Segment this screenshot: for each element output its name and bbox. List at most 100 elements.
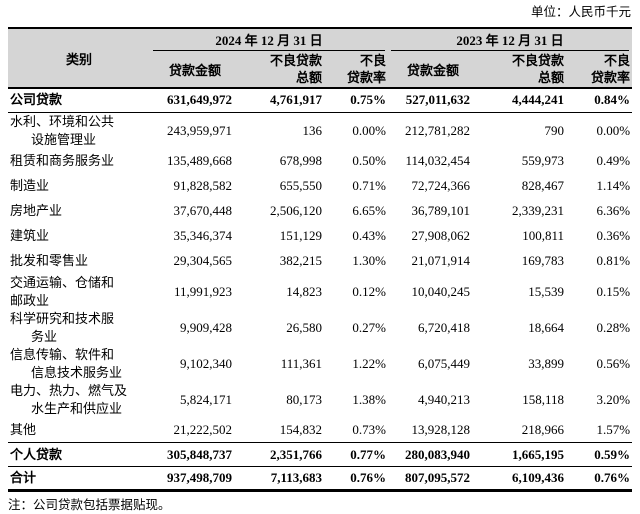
column-header-npl-total-2023: 不良贷款 总额 [478, 51, 573, 89]
table-row: 水利、环境和公共 设施管理业 243,959,971 136 0.00% 212,… [8, 112, 632, 149]
npl-ratio-2024-cell: 0.73% [330, 417, 389, 443]
loan-amount-2024-cell: 9,909,428 [180, 319, 232, 335]
npl-total-2024-cell: 136 [302, 122, 323, 138]
npl-total-2023-cell: 1,665,195 [478, 442, 573, 467]
category-line: 电力、热力、燃气及 [10, 382, 128, 398]
npl-ratio-2023-cell: 0.59% [572, 442, 633, 467]
loan-amount-2024-cell: 91,828,582 [173, 178, 233, 193]
npl-ratio-2023-cell: 0.49% [596, 153, 631, 168]
category-cell: 水利、环境和公共 设施管理业 [8, 112, 150, 149]
group-header-row: 类别 2024 年 12 月 31 日 2023 年 12 月 31 日 [8, 27, 633, 89]
npl-total-2023-cell: 2,339,231 [512, 203, 565, 218]
table-row: 其他 21,222,502 154,832 0.73% 13,928,128 2… [8, 417, 633, 443]
npl-total-2023-cell: 790 [544, 122, 565, 138]
table-body: 公司贷款 631,649,972 4,761,917 0.75% 527,011… [8, 88, 633, 492]
npl-ratio-2023-cell: 0.28% [596, 319, 631, 335]
subheader-row: 贷款金额 不良贷款 总额 不良 贷款率 贷款金额 不良贷款 总额 不良 贷款率 [8, 51, 633, 89]
category-line: 水利、环境和公共 [10, 113, 115, 129]
category-line: 其他 [10, 421, 37, 437]
npl-total-2023-cell: 169,783 [521, 253, 565, 268]
column-header-npl-total-2024: 不良贷款 总额 [240, 51, 330, 89]
table-row: 信息传输、软件和 信息技术服务业 9,102,340 111,361 1.22% … [8, 346, 632, 382]
category-line: 务业 [31, 328, 58, 344]
npl-total-2023-cell: 100,811 [522, 228, 565, 243]
category-cell: 公司贷款 [8, 88, 150, 113]
npl-ratio-2023-cell: 0.76% [572, 466, 633, 492]
loan-amount-2023-cell: 72,724,366 [411, 178, 471, 193]
category-cell: 电力、热力、燃气及 水生产和供应业 [8, 382, 150, 418]
column-header-npl-ratio-2024: 不良 贷款率 [330, 51, 389, 89]
column-header-loan-amount-2024: 贷款金额 [150, 51, 240, 89]
category-line: 信息传输、软件和 [10, 346, 115, 362]
npl-total-2024-cell: 382,215 [279, 253, 322, 268]
table-row: 制造业 91,828,582 655,550 0.71% 72,724,366 … [8, 174, 632, 199]
table-row: 科学研究和技术服务业 9,909,428 26,580 0.27% 6,720,… [8, 310, 632, 346]
loan-amount-2023-cell: 807,095,572 [388, 466, 479, 492]
npl-ratio-2023-cell: 3.20% [596, 391, 631, 407]
npl-ratio-2023-cell: 6.36% [596, 203, 631, 218]
column-header-category: 类别 [8, 27, 150, 89]
table-row: 合计 937,498,709 7,113,683 0.76% 807,095,5… [8, 466, 633, 492]
npl-total-2024-cell: 655,550 [279, 178, 322, 193]
group-header-2024: 2024 年 12 月 31 日 [150, 27, 389, 51]
npl-total-2024-cell: 14,823 [286, 283, 322, 299]
npl-ratio-2024-cell: 0.75% [330, 88, 389, 113]
category-cell: 建筑业 [8, 224, 150, 249]
group-header-2024-label: 2024 年 12 月 31 日 [153, 30, 386, 51]
loan-amount-2024-cell: 305,848,737 [150, 442, 240, 467]
npl-ratio-2023-cell: 0.36% [596, 228, 631, 243]
category-line: 公司贷款 [10, 92, 63, 108]
npl-total-2023-cell: 18,664 [528, 319, 565, 335]
npl-total-2023-cell: 218,966 [478, 417, 573, 443]
category-line: 邮政业 [10, 292, 50, 308]
loan-amount-2023-cell: 21,071,914 [411, 253, 471, 268]
npl-ratio-2023-cell: 1.57% [572, 417, 633, 443]
table-row: 个人贷款 305,848,737 2,351,766 0.77% 280,083… [8, 442, 633, 467]
npl-total-2023-cell: 559,973 [521, 153, 565, 168]
category-line: 房地产业 [10, 203, 63, 218]
npl-total-2023-cell: 828,467 [521, 178, 565, 193]
npl-total-2024-cell: 4,761,917 [240, 88, 330, 113]
npl-ratio-2024-cell: 0.27% [352, 319, 387, 335]
npl-ratio-2024-cell: 1.38% [352, 391, 387, 407]
npl-total-2024-cell: 2,351,766 [240, 442, 330, 467]
loan-amount-2023-cell: 13,928,128 [388, 417, 479, 443]
npl-ratio-2024-cell: 1.22% [352, 355, 387, 371]
category-line: 租赁和商务服务业 [10, 153, 115, 168]
loan-amount-2024-cell: 21,222,502 [150, 417, 240, 443]
npl-total-2024-cell: 2,506,120 [270, 203, 322, 218]
category-line: 交通运输、仓储和 [10, 274, 115, 290]
category-cell: 合计 [8, 466, 150, 492]
category-line: 信息技术服务业 [31, 364, 123, 380]
loan-amount-2023-cell: 527,011,632 [388, 88, 479, 113]
npl-total-2023-cell: 158,118 [522, 391, 565, 407]
footnote: 注：公司贷款包括票据贴现。 [8, 498, 171, 512]
group-header-2023-label: 2023 年 12 月 31 日 [391, 30, 630, 51]
npl-ratio-2024-cell: 0.00% [352, 122, 387, 138]
group-header-2023: 2023 年 12 月 31 日 [388, 27, 633, 51]
loan-amount-2023-cell: 6,720,418 [418, 319, 471, 335]
category-line: 科学研究和技术服 [10, 310, 115, 326]
npl-total-2024-cell: 80,173 [286, 391, 322, 407]
npl-total-2024-cell: 26,580 [286, 319, 322, 335]
category-line: 制造业 [10, 178, 50, 193]
npl-total-2024-cell: 678,998 [279, 153, 322, 168]
table-row: 电力、热力、燃气及 水生产和供应业 5,824,171 80,173 1.38% … [8, 382, 632, 418]
npl-ratio-2024-cell: 0.76% [330, 466, 389, 492]
table-row: 公司贷款 631,649,972 4,761,917 0.75% 527,011… [8, 88, 633, 113]
table-row: 交通运输、仓储和 邮政业 11,991,923 14,823 0.12% 10,0… [8, 274, 632, 310]
column-header-npl-ratio-2023: 不良 贷款率 [572, 51, 633, 89]
unit-label: 单位：人民币千元 [530, 5, 631, 19]
loan-amount-2023-cell: 6,075,449 [418, 355, 471, 371]
loan-amount-2023-cell: 114,032,454 [405, 153, 471, 168]
column-header-loan-amount-2023: 贷款金额 [388, 51, 479, 89]
loan-amount-2023-cell: 280,083,940 [388, 442, 479, 467]
loan-amount-2024-cell: 631,649,972 [150, 88, 240, 113]
npl-ratio-2024-cell: 0.12% [352, 283, 387, 299]
loan-amount-2024-cell: 29,304,565 [173, 253, 233, 268]
npl-total-2024-cell: 151,129 [279, 228, 322, 243]
npl-ratio-2023-cell: 1.14% [596, 178, 631, 193]
loan-amount-2024-cell: 5,824,171 [180, 391, 232, 407]
npl-ratio-2024-cell: 1.30% [352, 253, 387, 268]
